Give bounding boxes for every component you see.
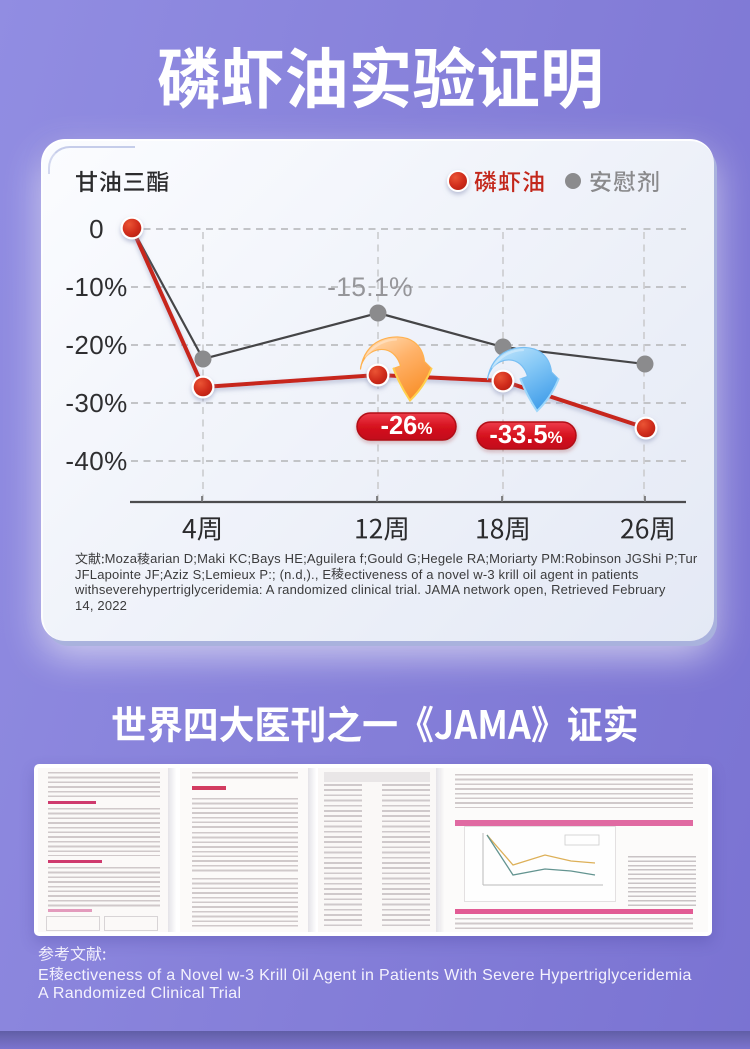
svg-text:-40%: -40% (65, 446, 127, 476)
svg-text:-10%: -10% (65, 272, 127, 302)
svg-text:-20%: -20% (65, 330, 127, 360)
svg-text:0: 0 (89, 214, 104, 244)
svg-text:-15.1%: -15.1% (327, 272, 413, 302)
svg-text:-26%: -26% (381, 412, 433, 440)
svg-text:-30%: -30% (65, 388, 127, 418)
svg-text:-33.5%: -33.5% (489, 421, 562, 449)
